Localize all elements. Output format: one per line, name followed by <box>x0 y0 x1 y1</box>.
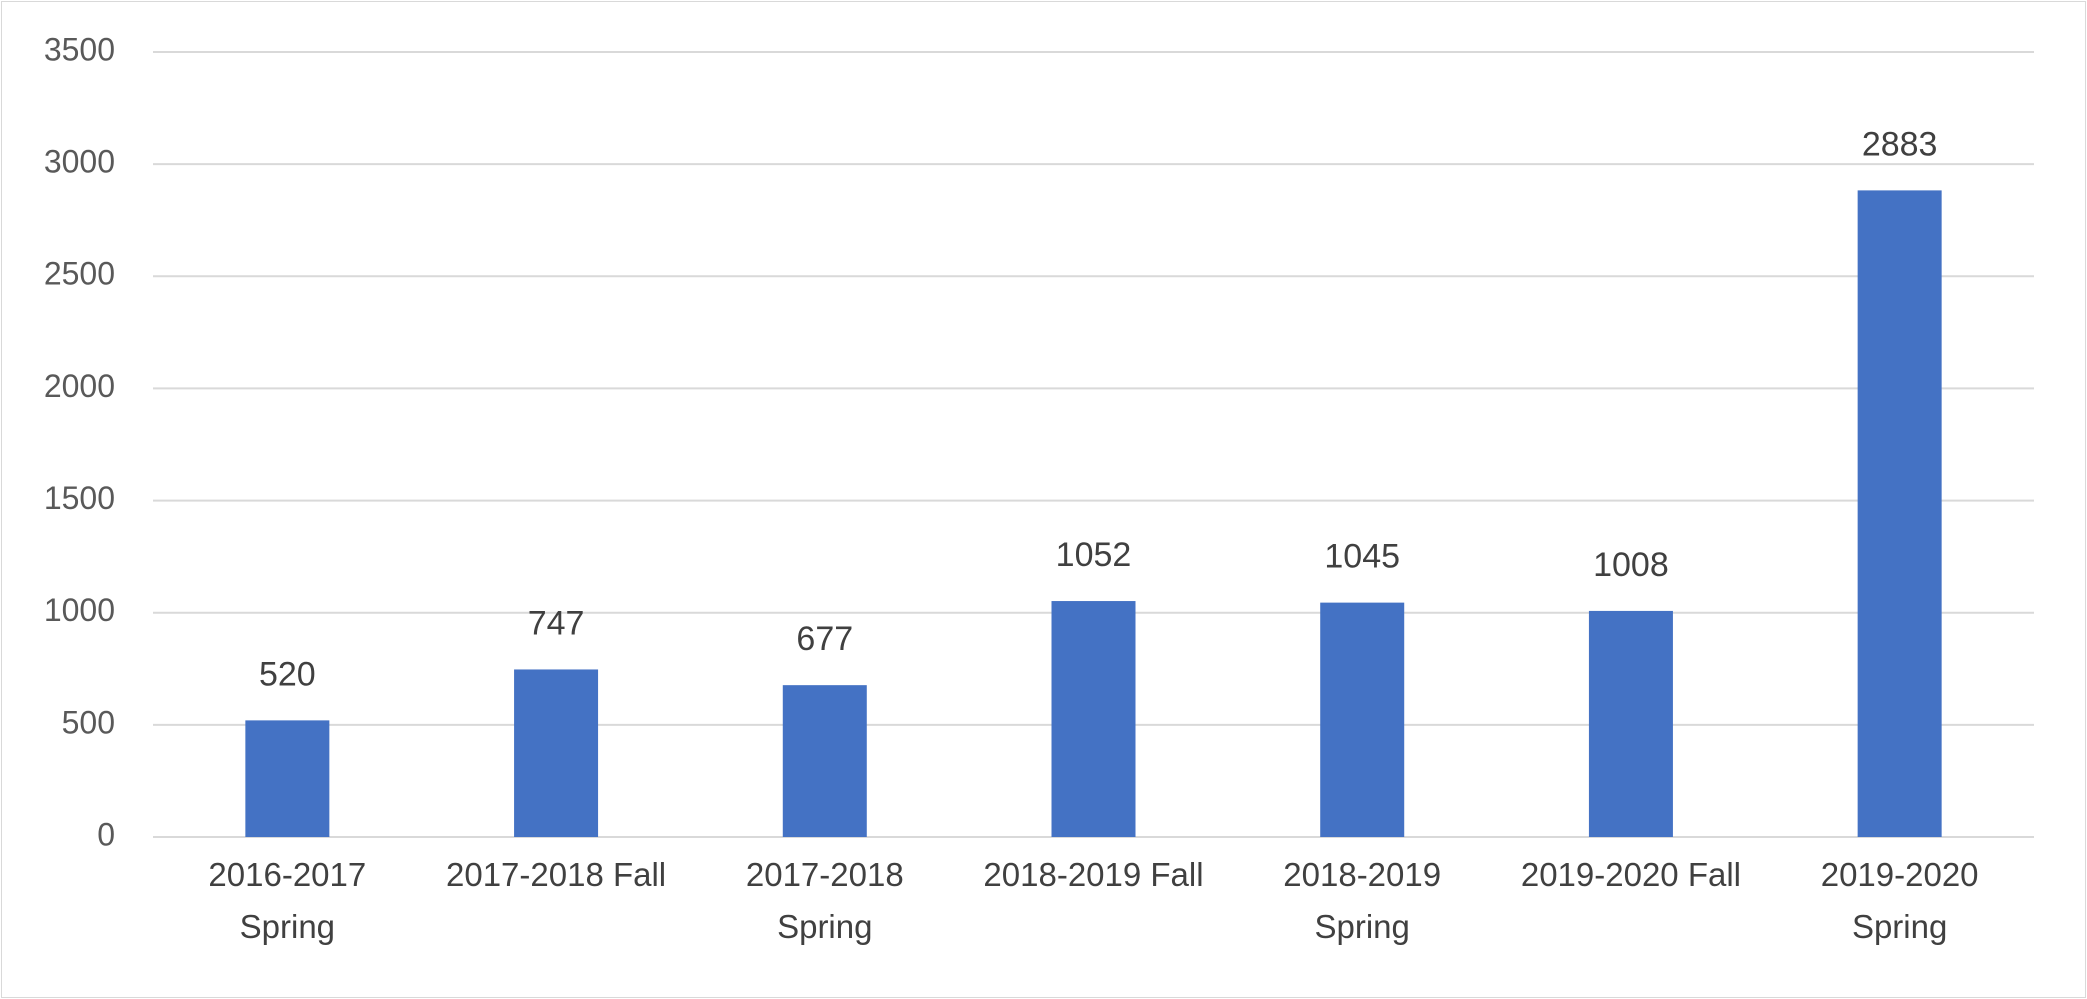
y-tick-label: 2000 <box>44 368 115 404</box>
x-tick-label: 2019-2020 Fall <box>1520 856 1741 893</box>
bar <box>245 720 330 837</box>
bar <box>1051 601 1136 837</box>
data-label: 1052 <box>1056 536 1132 574</box>
y-tick-label: 2500 <box>44 256 115 292</box>
y-tick-label: 1000 <box>44 592 115 628</box>
data-label: 2883 <box>1862 125 1938 163</box>
y-tick-label: 3500 <box>44 31 115 67</box>
y-tick-label: 500 <box>62 704 115 740</box>
x-tick-label: 2018-2019 Fall <box>983 856 1204 893</box>
y-tick-label: 0 <box>97 816 115 852</box>
bar <box>1588 610 1673 837</box>
y-tick-label: 1500 <box>44 480 115 516</box>
bar <box>1320 602 1405 837</box>
x-tick-label: 2017-2018 Fall <box>445 856 667 893</box>
data-label: 677 <box>796 620 853 658</box>
data-label: 747 <box>528 604 585 642</box>
data-label: 520 <box>259 655 316 693</box>
x-tick-label: 2018-2019 Spring <box>1283 856 1442 945</box>
x-tick-label: 2016-2017 Spring <box>208 856 367 945</box>
bar <box>514 669 599 837</box>
data-label: 1008 <box>1593 546 1669 584</box>
bar <box>782 685 867 837</box>
data-label: 1045 <box>1324 538 1400 576</box>
y-tick-label: 3000 <box>44 144 115 180</box>
bar <box>1857 190 1942 838</box>
x-tick-label: 2017-2018 Spring <box>745 856 904 945</box>
x-tick-label: 2019-2020 Spring <box>1820 856 1979 945</box>
